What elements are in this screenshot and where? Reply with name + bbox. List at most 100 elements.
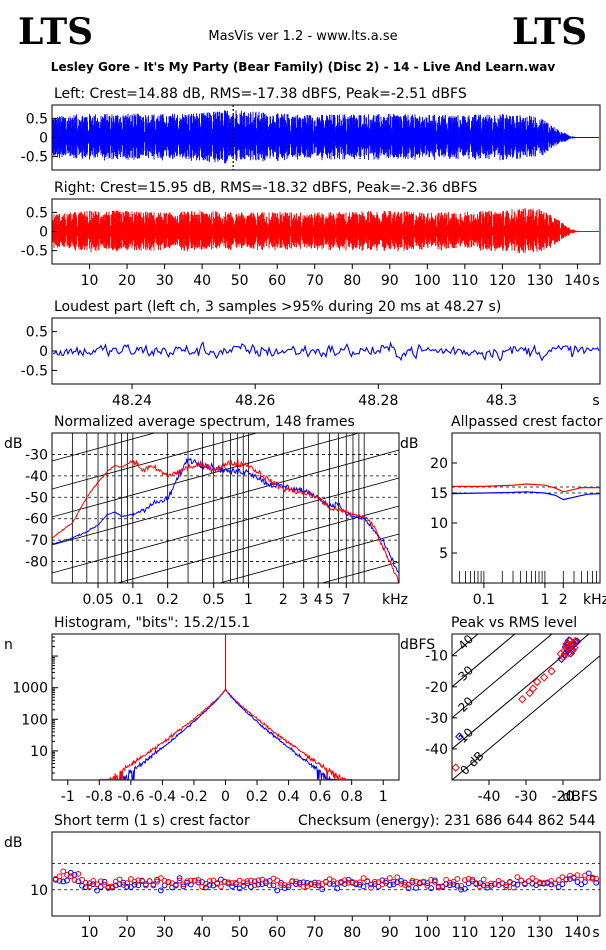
right-waveform-title: Right: Crest=15.95 dB, RMS=-18.32 dBFS, … <box>54 180 477 196</box>
y-tick-label: -40 <box>425 742 448 758</box>
y-tick-label: 20 <box>430 456 448 472</box>
short-crest-point-right <box>202 880 209 887</box>
short-crest-point-right <box>476 883 483 890</box>
short-crest-point-right <box>82 879 89 886</box>
short-crest-point-left <box>413 885 419 891</box>
short-crest-point-right <box>210 877 217 884</box>
short-crest-point-left <box>446 882 453 889</box>
short-crest-point-left <box>120 879 127 886</box>
x-tick-label: 80 <box>343 273 361 289</box>
short-crest-point-right <box>251 882 258 889</box>
short-crest-point-right <box>488 880 495 887</box>
y-tick-label: -30 <box>425 711 448 727</box>
x-unit-label: kHz <box>583 592 606 608</box>
short-crest-point-right <box>390 878 397 885</box>
x-tick-label: 100 <box>414 273 441 289</box>
short-crest-point-right <box>86 883 93 890</box>
app-title: MasVis ver 1.2 - www.lts.a.se <box>208 29 397 44</box>
spectrum-series-right <box>52 458 399 583</box>
x-tick-label: 0.05 <box>82 592 113 608</box>
peak-rms-point-right <box>528 684 538 693</box>
short-crest-point-right <box>146 878 153 884</box>
short-crest-point-left <box>270 882 277 889</box>
x-tick-label: 20 <box>118 925 136 941</box>
spectrum-title: Normalized average spectrum, 148 frames <box>54 414 355 430</box>
short-crest-point-right <box>266 882 273 889</box>
short-crest-point-right <box>124 880 130 887</box>
short-crest-point-right <box>281 882 288 888</box>
x-tick-label: 20 <box>118 273 136 289</box>
x-tick-label: 5 <box>325 592 334 608</box>
short-crest-frame <box>51 831 601 917</box>
x-tick-label: -0.8 <box>86 789 113 805</box>
peak-rms-point-right <box>532 677 542 687</box>
short-crest-point-left <box>244 880 251 887</box>
x-tick-label: 120 <box>489 273 516 289</box>
short-crest-point-left <box>304 879 311 886</box>
short-crest-point-right <box>56 873 63 880</box>
x-tick-label: 40 <box>193 273 211 289</box>
short-crest-point-right <box>484 882 491 888</box>
spectrum-slope-line <box>218 533 399 583</box>
short-crest-point-right <box>60 868 67 875</box>
short-crest-point-right <box>131 878 138 885</box>
short-crest-point-right <box>563 876 570 883</box>
short-crest-point-left <box>454 882 461 889</box>
short-crest-point-right <box>278 882 284 888</box>
short-crest-point-right <box>540 880 547 886</box>
short-crest-point-right <box>229 880 236 886</box>
short-crest-point-left <box>251 878 258 885</box>
checksum-annotation: Checksum (energy): 231 686 644 862 544 <box>298 813 596 829</box>
short-crest-point-right <box>90 878 97 884</box>
short-crest-point-left <box>281 885 288 891</box>
short-crest-point-right <box>308 881 314 888</box>
x-tick-label: 90 <box>381 273 399 289</box>
short-crest-point-right <box>461 877 468 883</box>
x-tick-label: 30 <box>156 273 174 289</box>
short-crest-point-right <box>345 879 352 886</box>
short-crest-point-right <box>379 881 386 888</box>
short-crest-point-right <box>154 878 160 885</box>
short-crest-point-left <box>315 882 322 889</box>
loudest-part-series-left <box>52 341 600 362</box>
spectrum-slope-line <box>52 433 259 490</box>
short-crest-point-right <box>67 873 74 879</box>
x-tick-label: 0.5 <box>203 592 225 608</box>
x-tick-label: -0.2 <box>180 789 207 805</box>
peak-rms-point-right <box>518 694 527 704</box>
y-tick-label: 100 <box>21 712 48 728</box>
left-waveform-title: Left: Crest=14.88 dB, RMS=-17.38 dBFS, P… <box>54 86 467 102</box>
crest-title: Allpassed crest factor <box>451 414 603 430</box>
x-tick-label: 90 <box>381 925 399 941</box>
file-title: Lesley Gore - It's My Party (Bear Family… <box>51 60 556 74</box>
spectrum-frame <box>51 432 400 584</box>
short-crest-point-right <box>191 877 198 884</box>
short-crest-point-right <box>221 878 228 885</box>
y-tick-label: 0.5 <box>26 325 48 341</box>
y-tick-label: 5 <box>439 546 448 562</box>
x-tick-label: 0 <box>221 789 230 805</box>
spectrum-grid <box>52 2 399 583</box>
short-crest-point-right <box>518 877 525 884</box>
x-tick-label: 2 <box>559 592 568 608</box>
short-crest-point-right <box>176 877 183 884</box>
short-crest-point-left <box>296 879 303 886</box>
short-crest-point-right <box>323 879 329 885</box>
short-crest-point-left <box>206 882 213 888</box>
short-crest-point-right <box>274 877 281 884</box>
short-crest-point-right <box>446 879 453 886</box>
short-crest-point-right <box>552 880 558 887</box>
short-crest-point-right <box>184 878 191 885</box>
crest-diagonal <box>452 655 600 780</box>
x-tick-label: -20 <box>552 789 575 805</box>
spectrum-slope-line <box>52 2 399 97</box>
x-tick-label: 80 <box>343 925 361 941</box>
x-tick-label: 0.6 <box>309 789 331 805</box>
peak-rms-point-left <box>572 637 582 646</box>
histogram-ylabel: n <box>4 637 13 653</box>
short-crest-point-right <box>79 876 85 883</box>
short-crest-point-right <box>109 883 115 890</box>
short-crest-point-right <box>341 877 348 884</box>
short-crest-point-right <box>533 878 540 884</box>
x-tick-label: 130 <box>527 925 554 941</box>
